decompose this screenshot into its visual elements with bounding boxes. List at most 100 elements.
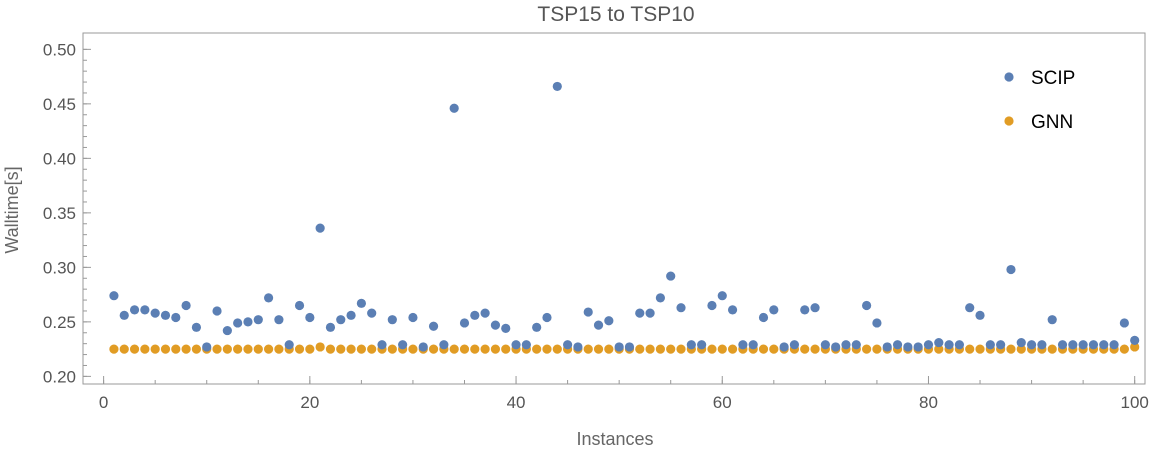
x-axis: 0 20 40 60 80 100 [99, 376, 1149, 412]
scip-point [738, 340, 748, 350]
scip-point [191, 322, 202, 332]
scip-point [501, 323, 511, 334]
scip-point [903, 342, 913, 352]
gnn-point [459, 344, 470, 354]
gnn-point [315, 342, 325, 352]
scip-point [119, 310, 129, 320]
scip-point [872, 318, 882, 328]
gnn-point [800, 344, 810, 354]
plot-frame [82, 32, 1146, 385]
gnn-point [676, 344, 686, 354]
gnn-point [109, 344, 119, 354]
y-tick-label: 0.45 [43, 95, 76, 114]
scip-point [1078, 340, 1088, 350]
gnn-point [470, 344, 480, 354]
scip-point [408, 312, 418, 323]
gnn-point [1006, 344, 1016, 354]
gnn-point [666, 344, 676, 354]
gnn-point [583, 344, 593, 354]
x-axis-label: Instances [576, 429, 653, 449]
y-tick-label: 0.20 [43, 367, 76, 386]
scip-point [274, 315, 284, 325]
scip-point [325, 322, 336, 332]
scip-point [583, 307, 593, 317]
scip-point [800, 305, 810, 315]
scip-point [294, 300, 305, 311]
gnn-point [222, 344, 232, 354]
scip-point [532, 322, 542, 332]
x-tick-label: 0 [99, 393, 108, 412]
scip-point [655, 293, 665, 303]
scip-point [346, 310, 356, 320]
scip-point [1088, 340, 1099, 350]
gnn-point [552, 344, 562, 354]
gnn-point [707, 344, 717, 354]
gnn-point [593, 344, 604, 354]
scip-point [965, 303, 975, 313]
gnn-point [243, 344, 253, 354]
scip-point [459, 318, 470, 328]
scip-point [892, 340, 903, 350]
scip-point [975, 310, 985, 320]
x-tick-label: 60 [713, 393, 732, 412]
y-tick-label: 0.50 [43, 40, 76, 59]
gnn-point [727, 344, 738, 354]
scip-point [305, 312, 315, 323]
scip-point [676, 303, 686, 313]
scip-point [593, 320, 604, 330]
scip-point [841, 340, 851, 350]
gnn-point [212, 344, 222, 354]
scip-point [222, 325, 232, 336]
scip-point [748, 340, 758, 350]
gnn-point [191, 344, 202, 354]
scip-point [377, 340, 387, 350]
y-tick-label: 0.25 [43, 313, 76, 332]
scip-point [1068, 340, 1078, 350]
gnn-point [769, 344, 779, 354]
scip-point [1099, 340, 1109, 350]
gnn-point [150, 344, 160, 354]
scip-point [160, 310, 171, 320]
scip-point [820, 340, 830, 350]
scip-point [923, 340, 934, 350]
gnn-point [635, 344, 645, 354]
chart-title: TSP15 to TSP10 [537, 3, 694, 26]
scip-point [449, 103, 459, 113]
gnn-point [501, 344, 511, 354]
scip-point [851, 340, 861, 350]
gnn-point [325, 344, 336, 354]
scip-point [470, 310, 480, 320]
scip-point [418, 342, 428, 352]
scip-point [1057, 340, 1068, 350]
scip-point [253, 315, 263, 325]
scip-point [109, 291, 119, 301]
legend-marker-gnn [1004, 116, 1014, 126]
gnn-point [387, 344, 397, 354]
y-axis-label: Walltime[s] [2, 166, 22, 253]
scip-point [882, 342, 892, 352]
scip-point [862, 300, 872, 311]
scip-point [614, 342, 624, 352]
scip-point [985, 340, 995, 350]
scip-point [1109, 340, 1119, 350]
scip-point [645, 308, 655, 318]
scip-point [1037, 340, 1047, 350]
scip-point [202, 342, 212, 352]
x-tick-label: 80 [919, 393, 938, 412]
gnn-point [274, 344, 284, 354]
gnn-point [233, 344, 243, 354]
gnn-point [356, 344, 366, 354]
y-tick-label: 0.35 [43, 204, 76, 223]
gnn-point [645, 344, 655, 354]
scip-point [480, 308, 490, 318]
gnn-point [810, 344, 820, 354]
scip-point [686, 340, 696, 350]
gnn-point [480, 344, 490, 354]
gnn-point [160, 344, 171, 354]
legend-label-scip: SCIP [1031, 68, 1075, 89]
gnn-point [181, 344, 191, 354]
gnn-point [1047, 344, 1057, 354]
scip-point [954, 340, 965, 350]
gnn-point [305, 344, 315, 354]
